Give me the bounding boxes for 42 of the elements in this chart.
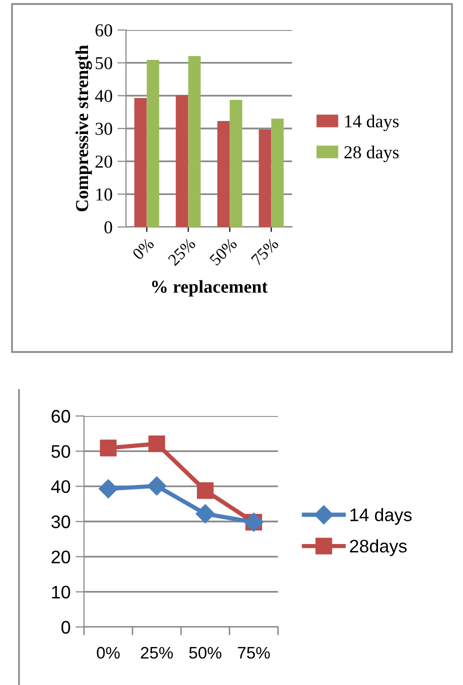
y-tick-label: 20: [96, 156, 112, 168]
y-tick-label: 60: [52, 410, 70, 423]
x-tick-label: 0%: [132, 237, 155, 260]
point: [100, 440, 117, 456]
x-tick-label: 50%: [189, 646, 222, 659]
y-tick-label: 50: [51, 445, 70, 458]
y-tick-label: 20: [52, 550, 70, 564]
x-axis-title: % replacement: [152, 280, 268, 296]
x-tick-label: 0%: [96, 646, 120, 659]
y-tick-label: 50: [96, 57, 112, 70]
bar: [258, 129, 272, 227]
x-tick-label: 25%: [168, 237, 196, 266]
y-tick-label: 0: [61, 620, 70, 634]
legend-label: 28days: [350, 539, 407, 556]
bar: [176, 95, 188, 227]
y-tick-label: 40: [51, 480, 70, 494]
y-tick-label: 30: [96, 122, 112, 135]
x-tick-label: 75%: [238, 646, 270, 659]
point: [196, 504, 215, 524]
point: [147, 476, 166, 496]
y-tick-label: 30: [51, 515, 70, 528]
point: [148, 435, 166, 452]
bar: [146, 60, 160, 227]
bar: [230, 100, 242, 227]
y-tick-label: 60: [96, 24, 112, 36]
y-axis-title: Compressive strength: [75, 45, 92, 212]
legend-label: 14 days: [345, 114, 399, 132]
bar: [188, 56, 201, 227]
bar: [271, 118, 284, 227]
point: [98, 479, 118, 498]
x-tick-label: 75%: [250, 237, 280, 266]
y-tick-label: 10: [52, 586, 70, 599]
bar: [134, 98, 147, 227]
point: [196, 482, 214, 499]
x-tick-label: 25%: [140, 646, 173, 659]
x-tick-label: 50%: [209, 237, 238, 266]
y-tick-label: 0: [104, 221, 112, 234]
legend-label: 14 days: [350, 508, 412, 525]
y-tick-label: 10: [96, 188, 112, 201]
bar: [217, 120, 230, 227]
legend-label: 28 days: [344, 146, 399, 162]
y-tick-label: 40: [95, 90, 112, 102]
